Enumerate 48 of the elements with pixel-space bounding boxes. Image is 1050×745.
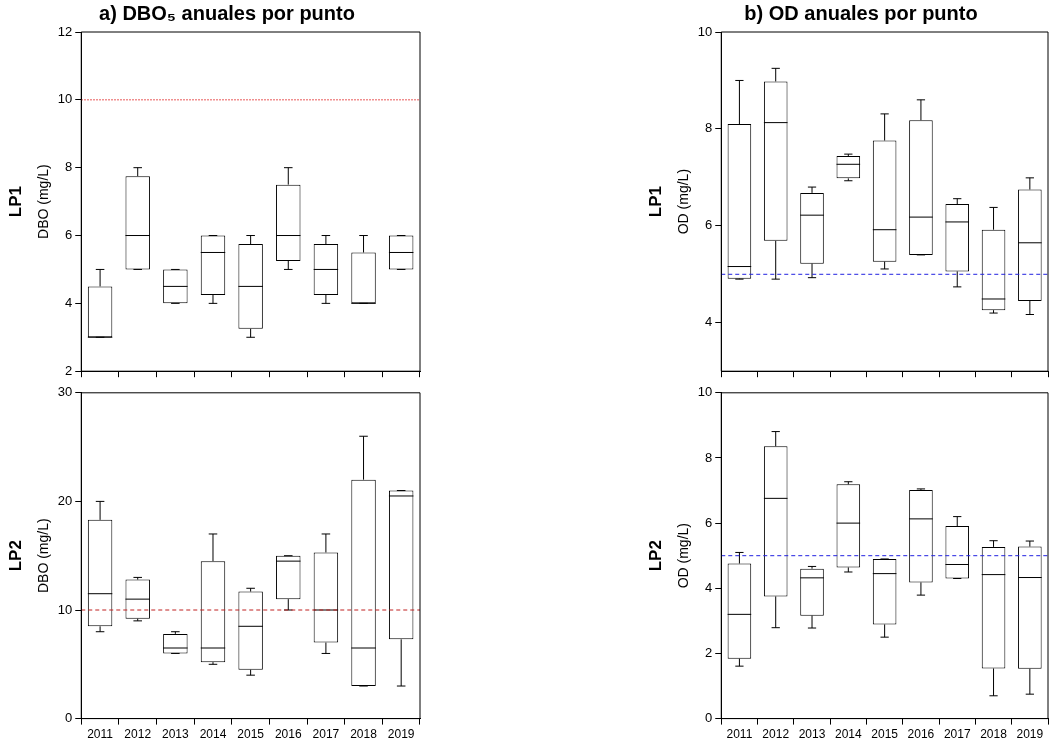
x-tick-label: 2019: [387, 727, 415, 742]
text: LP1: [5, 186, 25, 218]
x-tick-label: 2013: [798, 727, 826, 742]
y-tick-label: 6: [705, 217, 713, 233]
y-tick-label: 8: [65, 159, 73, 175]
x-tick-label: 2018: [980, 727, 1008, 742]
y-axis-title: DBO (mg/L): [35, 518, 52, 594]
y-tick-label: 4: [65, 294, 73, 310]
y-tick-label: 12: [57, 23, 73, 39]
y-tick-label: 0: [65, 710, 73, 726]
y-tick-label: 2: [705, 645, 713, 661]
x-tick-label: 2014: [834, 727, 862, 742]
y-tick-label: 30: [57, 384, 73, 400]
x-tick-label: 2011: [87, 727, 114, 742]
x-tick-label: 2012: [124, 727, 152, 742]
x-tick-label: 2015: [871, 727, 899, 742]
x-tick-label: 2015: [237, 727, 265, 742]
x-tick-label: 2016: [907, 727, 935, 742]
y-tick-label: 10: [697, 384, 713, 400]
y-tick-label: 10: [57, 91, 73, 107]
y-tick-label: 10: [57, 601, 73, 617]
text: LP2: [5, 540, 25, 572]
x-tick-label: 2012: [762, 727, 790, 742]
x-tick-label: 2011: [726, 727, 753, 742]
y-tick-label: 8: [705, 449, 713, 465]
text: LP1: [645, 186, 665, 218]
x-tick-label: 2019: [1016, 727, 1044, 742]
y-tick-label: 6: [705, 514, 713, 530]
y-axis-title: DBO (mg/L): [35, 164, 52, 239]
chart-title: b) OD anuales por punto: [744, 1, 978, 24]
x-tick-label: 2016: [274, 727, 302, 742]
y-tick-label: 2: [65, 362, 73, 378]
x-tick-label: 2014: [199, 727, 227, 742]
y-tick-label: 10: [697, 23, 713, 39]
x-tick-label: 2017: [943, 727, 971, 742]
y-tick-label: 6: [65, 227, 73, 243]
y-axis-title: OD (mg/L): [675, 168, 692, 235]
y-tick-label: 4: [705, 314, 713, 330]
x-tick-label: 2013: [162, 727, 190, 742]
y-tick-label: 8: [705, 120, 713, 136]
x-tick-label: 2018: [350, 727, 378, 742]
x-tick-label: 2017: [312, 727, 340, 742]
y-axis-title: OD (mg/L): [675, 523, 692, 589]
text: LP2: [645, 540, 665, 572]
chart-title: a) DBO₅ anuales por punto: [99, 1, 355, 24]
y-tick-label: 20: [57, 492, 73, 508]
y-tick-label: 4: [705, 579, 713, 595]
y-tick-label: 0: [705, 710, 713, 726]
